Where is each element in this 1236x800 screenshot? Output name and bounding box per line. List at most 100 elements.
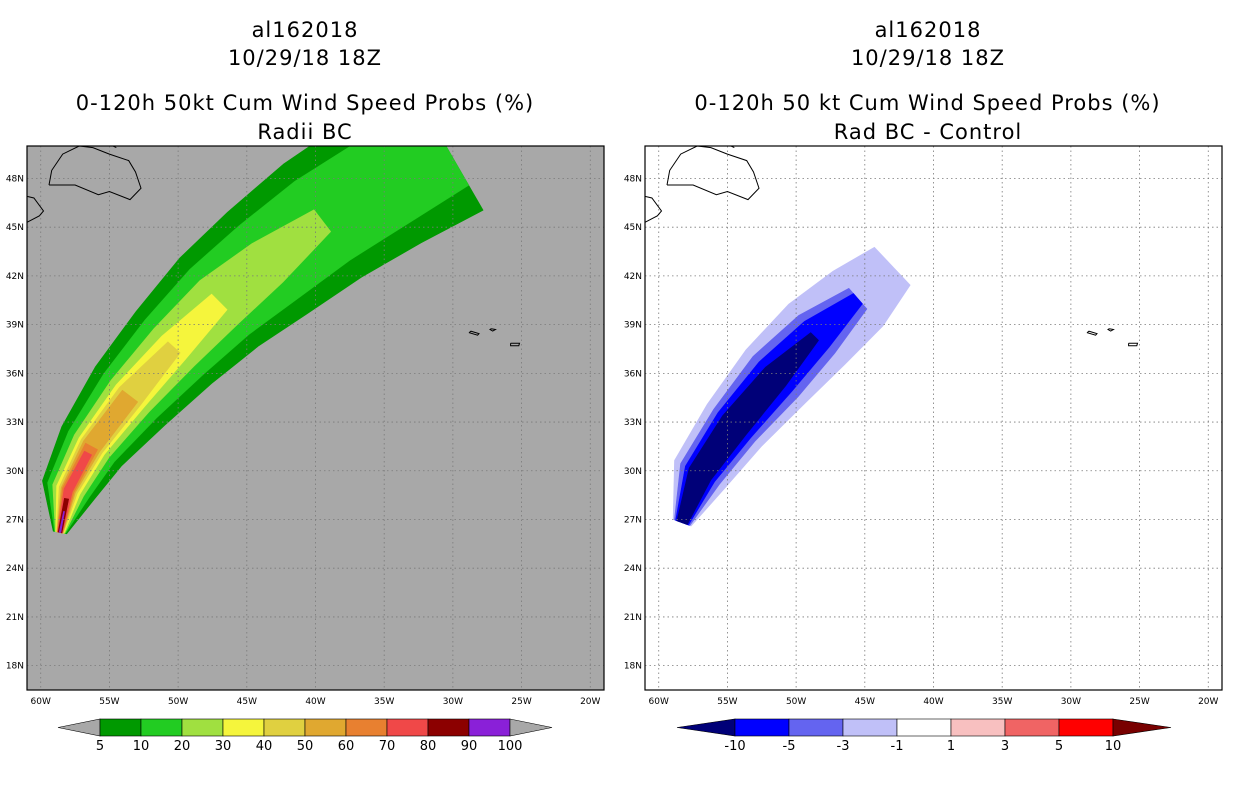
- y-tick-label: 30N: [6, 467, 24, 477]
- x-tick-label: 60W: [31, 697, 51, 707]
- x-tick-label: 55W: [717, 697, 737, 707]
- y-tick-label: 33N: [6, 418, 24, 428]
- x-tick-label: 40W: [305, 697, 325, 707]
- y-tick-label: 45N: [624, 223, 642, 233]
- y-tick-label: 30N: [624, 467, 642, 477]
- colorbar-swatch: [788, 718, 844, 737]
- colorbar-label: 5: [1055, 739, 1063, 754]
- colorbar-label: -3: [837, 739, 850, 754]
- right-chart-title: 0-120h 50 kt Cum Wind Speed Probs (%): [694, 91, 1161, 115]
- y-tick-label: 36N: [6, 369, 24, 379]
- contour-level--5: [675, 293, 863, 526]
- y-tick-label: 39N: [624, 321, 642, 331]
- y-tick-label: 27N: [624, 515, 642, 525]
- colorbar-label: 100: [498, 739, 523, 754]
- colorbar-swatch: [1058, 718, 1114, 737]
- x-tick-label: 25W: [511, 697, 531, 707]
- colorbar-swatch: [842, 718, 898, 737]
- contour-level-90: [58, 511, 65, 533]
- coastline: [1086, 330, 1098, 336]
- x-tick-label: 20W: [1198, 697, 1218, 707]
- x-tick-label: 50W: [786, 697, 806, 707]
- colorbar-extend-high: [509, 718, 553, 737]
- x-tick-label: 45W: [237, 697, 257, 707]
- x-tick-label: 35W: [374, 697, 394, 707]
- right-colorbar: -10 -5 -3 -1 1 3 5 10: [676, 718, 1172, 754]
- coastline: [48, 146, 142, 201]
- colorbar-extend-low: [676, 718, 736, 737]
- colorbar-swatch: [140, 718, 183, 737]
- left-storm-id: al162018: [251, 18, 359, 42]
- x-tick-label: 35W: [992, 697, 1012, 707]
- colorbar-label: -10: [724, 739, 745, 754]
- x-tick-label: 30W: [443, 697, 463, 707]
- y-tick-label: 27N: [6, 515, 24, 525]
- colorbar-swatch: [1004, 718, 1060, 737]
- y-tick-label: 42N: [6, 272, 24, 282]
- x-tick-label: 30W: [1061, 697, 1081, 707]
- x-tick-label: 25W: [1129, 697, 1149, 707]
- colorbar-label: -5: [783, 739, 796, 754]
- colorbar-swatch: [345, 718, 388, 737]
- coastline: [666, 146, 760, 201]
- colorbar-swatch: [99, 718, 142, 737]
- x-tick-label: 55W: [99, 697, 119, 707]
- colorbar-swatch: [181, 718, 224, 737]
- colorbar-label: 70: [379, 739, 396, 754]
- colorbar-label: 10: [133, 739, 150, 754]
- left-colorbar: 5 10 20 30 40 50 60 70 80 90 100: [57, 718, 553, 754]
- y-tick-label: 24N: [6, 564, 24, 574]
- y-tick-label: 18N: [6, 662, 24, 672]
- coastline: [489, 328, 497, 332]
- colorbar-swatch: [734, 718, 790, 737]
- colorbar-label: 30: [215, 739, 232, 754]
- colorbar-label: 60: [338, 739, 355, 754]
- colorbar-label: -1: [891, 739, 904, 754]
- y-tick-label: 18N: [624, 662, 642, 672]
- y-tick-label: 45N: [6, 223, 24, 233]
- colorbar-swatch: [896, 718, 952, 737]
- y-tick-label: 24N: [624, 564, 642, 574]
- x-tick-label: 20W: [580, 697, 600, 707]
- x-tick-label: 50W: [168, 697, 188, 707]
- colorbar-label: 1: [947, 739, 955, 754]
- probability-field: [672, 246, 911, 527]
- coastline: [645, 195, 663, 223]
- y-tick-label: 21N: [6, 613, 24, 623]
- left-chart-title: 0-120h 50kt Cum Wind Speed Probs (%): [75, 91, 535, 115]
- coastlines: [645, 146, 1139, 347]
- contour-level-10: [47, 146, 469, 534]
- coastline: [510, 342, 521, 347]
- coastline: [1107, 328, 1115, 332]
- colorbar-label: 20: [174, 739, 191, 754]
- left-chart-subtitle: Radii BC: [257, 120, 353, 144]
- contour-level-50: [56, 389, 138, 534]
- colorbar-swatch: [222, 718, 265, 737]
- colorbar-swatch: [950, 718, 1006, 737]
- right-chart-subtitle: Rad BC - Control: [833, 120, 1023, 144]
- colorbar-swatch: [468, 718, 511, 737]
- y-tick-label: 39N: [6, 321, 24, 331]
- map-frame: [644, 145, 1223, 691]
- x-tick-label: 60W: [649, 697, 669, 707]
- colorbar-swatch: [263, 718, 306, 737]
- colorbar-label: 5: [96, 739, 104, 754]
- left-datetime: 10/29/18 18Z: [227, 46, 383, 70]
- coastline: [468, 330, 480, 336]
- x-tick-label: 40W: [923, 697, 943, 707]
- probability-field: [42, 146, 484, 535]
- contour-level-30: [55, 293, 228, 534]
- x-tick-label: 45W: [855, 697, 875, 707]
- colorbar-label: 10: [1105, 739, 1122, 754]
- colorbar-label: 90: [461, 739, 478, 754]
- coastline: [1128, 342, 1139, 347]
- left-map-panel: 60W 55W 50W 45W 40W 35W 30W 25W 20W 18N 21N 24N 27N 3…: [6, 145, 605, 707]
- colorbar-swatch: [386, 718, 429, 737]
- colorbar-extend-high: [1112, 718, 1172, 737]
- coastline: [27, 195, 45, 223]
- contour-level-40: [56, 341, 181, 534]
- y-tick-label: 48N: [6, 174, 24, 184]
- map-frame: [26, 145, 605, 691]
- colorbar-swatch: [304, 718, 347, 737]
